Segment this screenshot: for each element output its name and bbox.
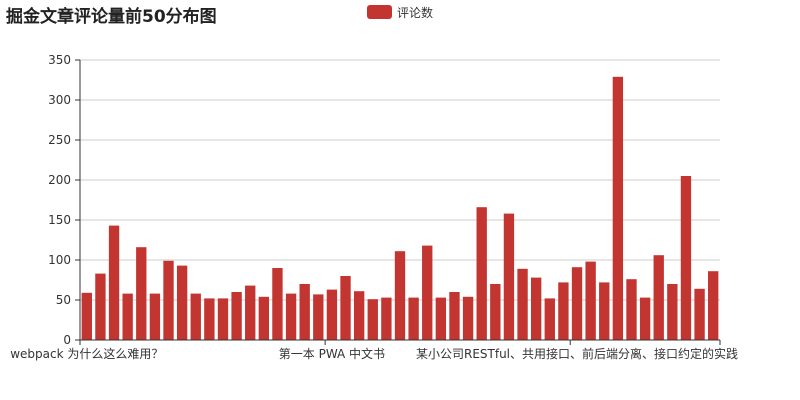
x-axis-category-labels: webpack 为什么这么难用？ 第一本 PWA 中文书 某小公司RESTful、共… xyxy=(10,346,738,361)
bar[interactable] xyxy=(530,277,542,340)
bar[interactable] xyxy=(122,293,133,340)
x-axis-ticks xyxy=(79,60,721,345)
bar[interactable] xyxy=(544,298,555,340)
bar[interactable] xyxy=(217,298,229,340)
bar[interactable] xyxy=(653,255,664,340)
bar[interactable] xyxy=(204,298,215,340)
legend[interactable]: 评论数 xyxy=(367,5,433,20)
bar[interactable] xyxy=(258,296,270,340)
bar[interactable] xyxy=(136,247,147,340)
bar[interactable] xyxy=(95,273,106,340)
bar[interactable] xyxy=(245,285,256,340)
bar[interactable] xyxy=(708,271,719,340)
bar[interactable] xyxy=(503,213,515,340)
bar[interactable] xyxy=(381,297,392,340)
bar[interactable] xyxy=(680,176,692,340)
chart-title: 掘金文章评论量前50分布图 xyxy=(6,6,217,27)
legend-label: 评论数 xyxy=(397,5,433,20)
x-category-label: 某小公司RESTful、共用接口、前后端分离、接口约定的实践 xyxy=(416,346,738,361)
bar[interactable] xyxy=(231,292,242,340)
bar[interactable] xyxy=(176,265,188,340)
bar[interactable] xyxy=(449,292,460,340)
bar[interactable] xyxy=(367,299,378,340)
x-category-label: 第一本 PWA 中文书 xyxy=(279,346,385,361)
bar[interactable] xyxy=(490,284,501,340)
y-tick-label: 150 xyxy=(48,213,71,227)
bar[interactable] xyxy=(285,293,297,340)
bar[interactable] xyxy=(667,284,678,340)
bars xyxy=(81,76,719,341)
bar[interactable] xyxy=(190,293,201,340)
bar[interactable] xyxy=(626,279,637,340)
x-category-label: webpack 为什么这么难用？ xyxy=(10,346,163,361)
bar[interactable] xyxy=(476,207,487,340)
bar[interactable] xyxy=(299,284,310,340)
y-tick-label: 100 xyxy=(48,253,71,267)
y-tick-label: 0 xyxy=(63,333,71,347)
bar[interactable] xyxy=(394,251,406,340)
y-tick-label: 250 xyxy=(48,133,71,147)
bar[interactable] xyxy=(353,291,365,340)
bar[interactable] xyxy=(571,267,583,340)
bar[interactable] xyxy=(558,282,569,340)
bar[interactable] xyxy=(408,297,419,340)
bar[interactable] xyxy=(108,225,120,340)
bar[interactable] xyxy=(163,260,174,340)
legend-swatch xyxy=(367,5,392,19)
bar[interactable] xyxy=(639,297,651,340)
bar[interactable] xyxy=(313,294,324,340)
bar[interactable] xyxy=(585,261,596,340)
y-axis-ticks: 0 50 100 150 200 250 300 350 xyxy=(48,53,80,347)
bar[interactable] xyxy=(422,245,433,340)
bar[interactable] xyxy=(462,296,474,340)
grid xyxy=(80,59,720,301)
bar[interactable] xyxy=(340,276,351,340)
y-tick-label: 200 xyxy=(48,173,71,187)
y-tick-label: 50 xyxy=(56,293,71,307)
bar[interactable] xyxy=(326,289,338,340)
bar[interactable] xyxy=(435,297,447,340)
bar[interactable] xyxy=(81,292,92,340)
y-tick-label: 300 xyxy=(48,93,71,107)
bar[interactable] xyxy=(612,76,624,341)
bar[interactable] xyxy=(694,288,705,340)
bar[interactable] xyxy=(149,293,161,340)
bar[interactable] xyxy=(272,268,283,340)
bar[interactable] xyxy=(599,282,610,340)
y-tick-label: 350 xyxy=(48,53,71,67)
bar[interactable] xyxy=(517,268,528,340)
